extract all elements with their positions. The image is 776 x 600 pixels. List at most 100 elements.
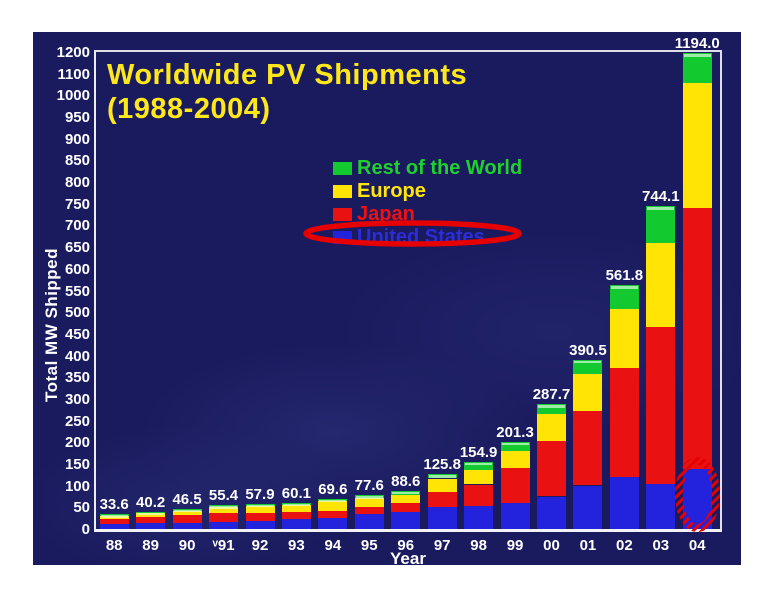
bar-segment-rest-of-the-world-99: [500, 441, 530, 451]
legend-item-japan: Japan: [333, 203, 522, 226]
y-tick-label: 350: [64, 369, 90, 387]
bar-segment-japan-03: [646, 326, 676, 485]
bar-segment-europe-00: [537, 414, 566, 441]
bar-top-highlight: [574, 360, 602, 364]
bar-total-label: 154.9: [459, 443, 498, 461]
x-tick-label: 89: [142, 537, 159, 554]
bar-top-highlight: [137, 512, 165, 516]
bar-segment-japan-ᵛ91: [209, 513, 238, 522]
x-tick-label: 02: [616, 537, 633, 554]
x-tick-label: 98: [470, 537, 487, 554]
x-tick-label: 00: [543, 537, 560, 554]
y-tick-label: 900: [64, 130, 90, 148]
bar-total-label: 46.5: [172, 490, 202, 508]
y-tick-label: 850: [64, 152, 90, 170]
bar-top-highlight: [319, 499, 347, 503]
bar-top-highlight: [282, 503, 310, 507]
bar-top-highlight: [392, 491, 420, 495]
bar-segment-japan-97: [427, 491, 457, 507]
bar-segment-united-states-95: [354, 513, 384, 529]
bar-total-label: 561.8: [605, 267, 644, 285]
bar-segment-united-states-90: [172, 522, 202, 529]
y-tick-label: 450: [64, 325, 90, 343]
bar-total-label: 1194.0: [674, 35, 720, 53]
x-tick-label: 90: [178, 537, 196, 554]
bar-segment-europe-01: [573, 373, 603, 412]
bar-segment-rest-of-the-world-02: [609, 285, 639, 310]
bar-top-highlight: [100, 515, 128, 518]
x-tick-label: 97: [433, 537, 451, 554]
x-tick-label: 95: [360, 537, 378, 554]
bar-segment-united-states-03: [646, 484, 676, 529]
bar-top-highlight: [610, 286, 638, 289]
bar-top-highlight: [538, 405, 565, 408]
bar-top-highlight: [210, 506, 237, 509]
bar-segment-united-states-02: [609, 476, 639, 529]
plot-area: [94, 50, 722, 532]
y-tick-label: 750: [64, 195, 90, 213]
bar-total-label: 33.6: [99, 496, 129, 514]
bar-total-label: 77.6: [354, 477, 384, 495]
bar-segment-japan-00: [537, 440, 566, 497]
bar-segment-europe-94: [318, 501, 348, 511]
x-tick-label: 96: [397, 537, 415, 554]
bar-segment-rest-of-the-world-03: [646, 206, 676, 243]
y-tick-label: 400: [64, 347, 90, 365]
bar-top-highlight: [683, 54, 711, 57]
bar-segment-united-states-ᵛ91: [209, 521, 238, 529]
x-tick-label: 03: [652, 537, 670, 554]
x-tick-label: 04: [688, 537, 706, 554]
y-tick-label: 1000: [56, 87, 90, 105]
y-tick-label: 650: [64, 239, 90, 257]
y-tick-label: 0: [81, 521, 90, 538]
y-tick-label: 250: [64, 412, 90, 430]
legend-swatch: [333, 185, 352, 198]
bar-total-label: 60.1: [281, 484, 311, 502]
y-tick-label: 550: [64, 282, 90, 300]
bar-segment-japan-02: [609, 367, 639, 477]
y-tick-label: 600: [64, 260, 90, 278]
bar-segment-rest-of-the-world-93: [281, 502, 311, 505]
bar-segment-japan-88: [99, 518, 129, 525]
legend-swatch: [333, 208, 352, 221]
bar-top-highlight: [428, 475, 456, 478]
x-axis-label: Year: [390, 549, 426, 568]
bar-top-highlight: [647, 207, 675, 210]
x-tick-label: 01: [579, 537, 597, 554]
bar-segment-united-states-92: [245, 521, 275, 529]
bar-segment-rest-of-the-world-01: [573, 359, 603, 374]
bar-segment-rest-of-the-world-89: [136, 511, 166, 514]
bar-segment-europe-02: [609, 309, 639, 368]
legend-label: United States: [357, 226, 485, 248]
y-tick-label: 150: [64, 455, 90, 473]
y-tick-label: 100: [64, 477, 90, 495]
bar-total-label: 88.6: [391, 472, 421, 490]
y-tick-label: 1200: [56, 44, 90, 61]
bar-segment-europe-99: [500, 450, 530, 468]
legend-label: Japan: [357, 203, 415, 225]
y-tick-label: 950: [64, 109, 90, 127]
bar-total-label: 57.9: [245, 485, 275, 503]
legend: Rest of the World Europe Japan United State…: [333, 157, 522, 249]
chart-subtitle: (1988-2004): [107, 93, 271, 125]
bar-segment-europe-03: [646, 242, 676, 327]
bar-segment-united-states-04: [682, 468, 712, 529]
bar-segment-united-states-00: [537, 496, 566, 529]
bar-segment-japan-90: [172, 515, 202, 523]
legend-label: Rest of the World: [357, 157, 523, 179]
bar-segment-japan-94: [318, 510, 348, 518]
bar-segment-europe-90: [172, 510, 202, 516]
bar-segment-united-states-96: [391, 512, 421, 529]
bar-segment-europe-92: [245, 505, 275, 513]
bar-segment-rest-of-the-world-98: [464, 461, 494, 470]
bar-segment-rest-of-the-world-88: [99, 514, 129, 516]
bar-segment-united-states-89: [136, 522, 166, 529]
bar-segment-europe-04: [682, 83, 712, 208]
bar-segment-japan-99: [500, 467, 530, 503]
bar-total-label: 287.7: [532, 386, 571, 404]
bar-segment-united-states-88: [99, 524, 129, 529]
bar-segment-japan-92: [245, 513, 275, 522]
bar-total-label: 744.1: [642, 188, 680, 206]
bar-segment-rest-of-the-world-04: [682, 53, 712, 84]
